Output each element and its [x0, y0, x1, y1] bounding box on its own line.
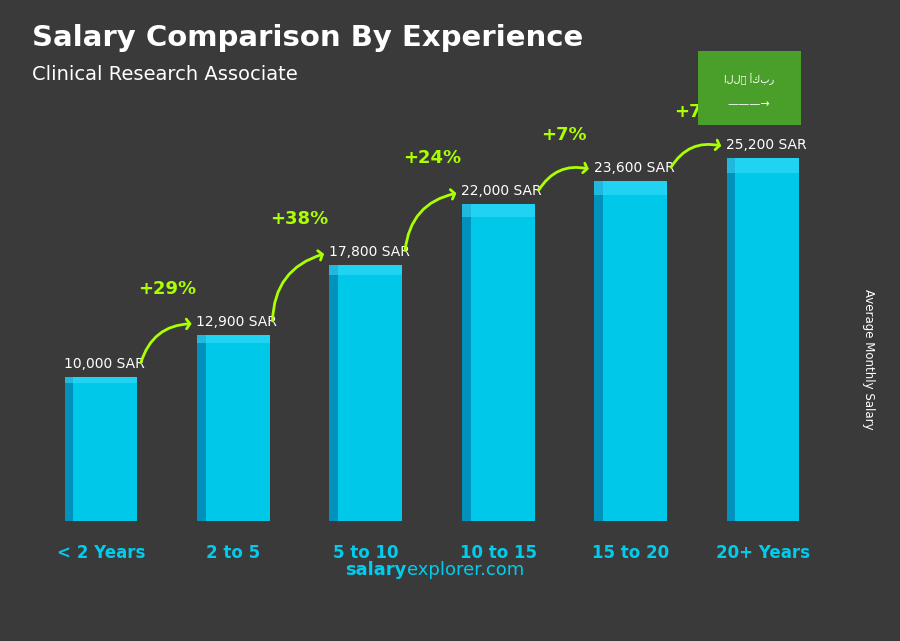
Text: Clinical Research Associate: Clinical Research Associate [32, 65, 297, 84]
Text: اللہ أكبر: اللہ أكبر [724, 73, 774, 85]
FancyBboxPatch shape [197, 335, 206, 521]
FancyBboxPatch shape [197, 335, 270, 521]
Text: 5 to 10: 5 to 10 [333, 544, 399, 562]
Text: salary: salary [346, 562, 407, 579]
Text: 15 to 20: 15 to 20 [592, 544, 669, 562]
FancyBboxPatch shape [594, 181, 603, 521]
Text: 20+ Years: 20+ Years [716, 544, 810, 562]
FancyBboxPatch shape [726, 158, 799, 521]
FancyBboxPatch shape [462, 204, 471, 521]
FancyBboxPatch shape [197, 335, 270, 343]
Text: +29%: +29% [139, 281, 196, 299]
FancyBboxPatch shape [462, 204, 535, 521]
Text: 12,900 SAR: 12,900 SAR [196, 315, 277, 329]
Text: ———→: ———→ [728, 99, 770, 110]
Text: 25,200 SAR: 25,200 SAR [726, 138, 806, 153]
Text: explorer.com: explorer.com [407, 562, 524, 579]
Text: < 2 Years: < 2 Years [57, 544, 145, 562]
FancyBboxPatch shape [65, 377, 138, 521]
Text: Salary Comparison By Experience: Salary Comparison By Experience [32, 24, 583, 53]
FancyBboxPatch shape [462, 204, 535, 217]
Text: 2 to 5: 2 to 5 [206, 544, 260, 562]
FancyBboxPatch shape [726, 158, 799, 172]
Text: +7%: +7% [674, 103, 720, 121]
Text: 22,000 SAR: 22,000 SAR [461, 185, 542, 199]
FancyBboxPatch shape [726, 158, 735, 521]
FancyBboxPatch shape [65, 377, 138, 383]
FancyBboxPatch shape [594, 181, 667, 195]
Text: Average Monthly Salary: Average Monthly Salary [862, 288, 875, 429]
Text: 17,800 SAR: 17,800 SAR [328, 245, 410, 259]
FancyBboxPatch shape [65, 377, 74, 521]
FancyBboxPatch shape [329, 265, 338, 521]
FancyBboxPatch shape [329, 265, 402, 275]
Text: +7%: +7% [542, 126, 587, 144]
FancyBboxPatch shape [329, 265, 402, 521]
FancyBboxPatch shape [594, 181, 667, 521]
Text: +38%: +38% [271, 210, 328, 228]
Text: 10 to 15: 10 to 15 [460, 544, 536, 562]
Text: 23,600 SAR: 23,600 SAR [593, 162, 674, 176]
Text: 10,000 SAR: 10,000 SAR [64, 357, 145, 371]
Text: +24%: +24% [403, 149, 461, 167]
